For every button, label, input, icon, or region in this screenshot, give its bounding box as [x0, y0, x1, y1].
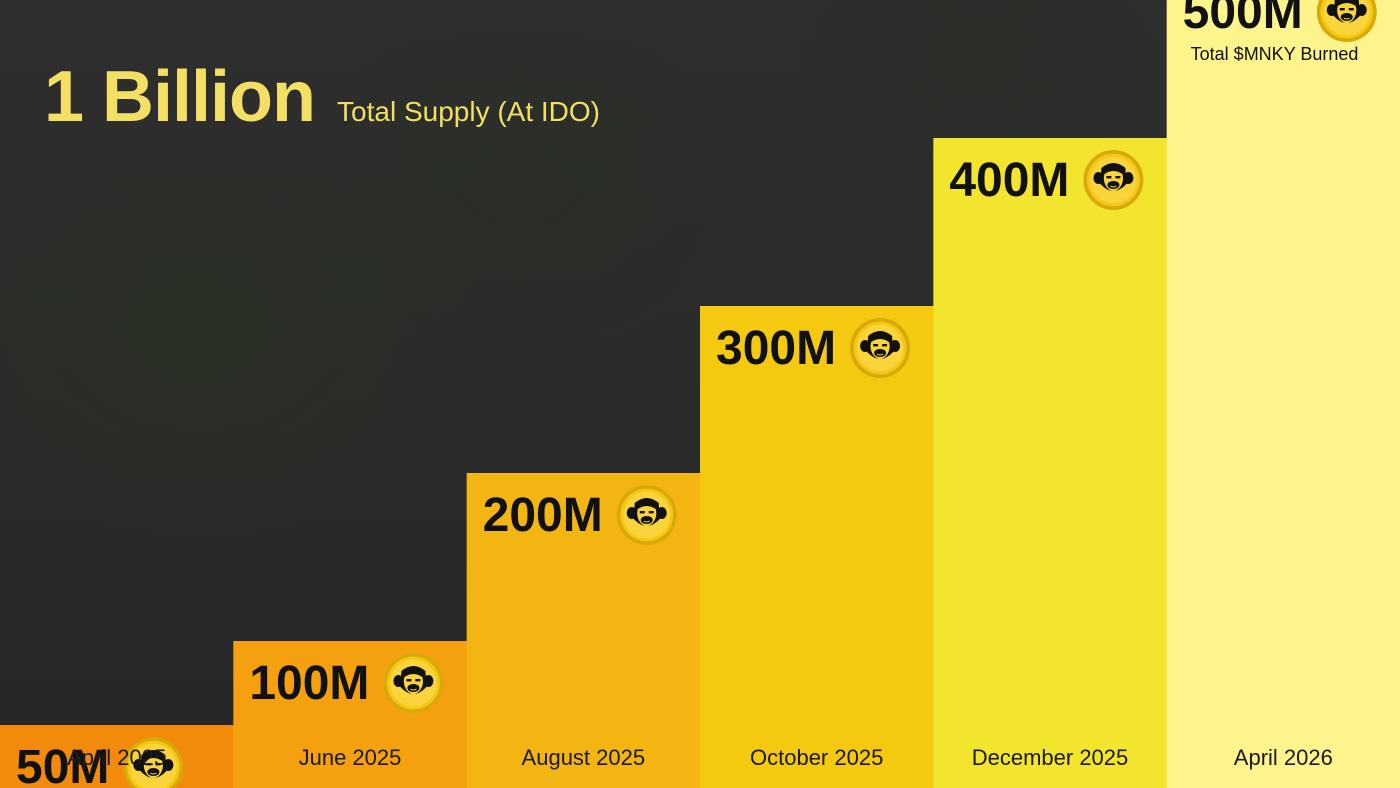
- page-subtitle: Total Supply (At IDO): [337, 96, 601, 127]
- bar-october-2025: [700, 306, 934, 788]
- category-label: April 2026: [1234, 745, 1333, 770]
- value-label: 300M: [716, 322, 836, 375]
- category-label: June 2025: [299, 745, 402, 770]
- bar-december-2025: [933, 138, 1168, 788]
- monkey-coin-icon: [850, 318, 911, 378]
- page-title: 1 Billion: [44, 57, 316, 137]
- category-label: August 2025: [522, 745, 646, 770]
- value-label: 100M: [249, 657, 369, 710]
- value-label: 50M: [16, 741, 109, 788]
- value-label: 400M: [949, 154, 1069, 207]
- monkey-coin-icon: [123, 737, 184, 788]
- monkey-coin-icon: [383, 653, 444, 713]
- bar-april-2025: [0, 725, 234, 788]
- value-label: 200M: [483, 489, 603, 542]
- value-label: 500M: [1183, 0, 1303, 39]
- category-label: December 2025: [972, 745, 1129, 770]
- burn-annotation: Total $MNKY Burned: [1191, 44, 1359, 64]
- category-label: October 2025: [750, 745, 883, 770]
- headline: 1 Billion Total Supply (At IDO): [44, 56, 600, 138]
- monkey-coin-icon: [1083, 150, 1144, 210]
- category-label: April 2025: [67, 745, 166, 770]
- bar-april-2026: [1166, 0, 1400, 788]
- monkey-coin-icon: [616, 485, 677, 545]
- monkey-coin-icon: [1316, 0, 1377, 42]
